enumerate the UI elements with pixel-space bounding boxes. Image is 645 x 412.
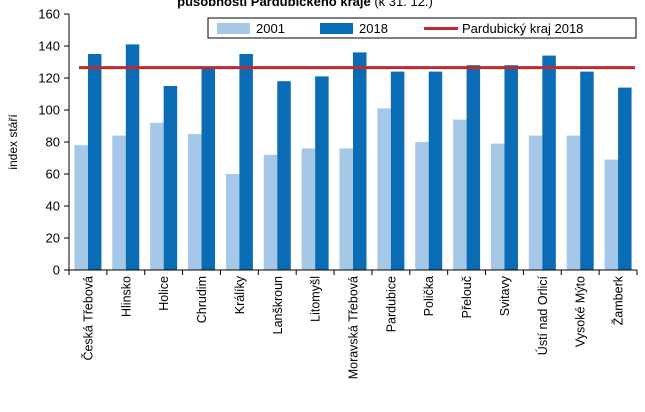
- x-tick-label: Holice: [157, 276, 171, 311]
- bar-2018: [201, 66, 216, 270]
- legend-label: Pardubický kraj 2018: [462, 21, 583, 36]
- bar-2018: [580, 71, 594, 270]
- bar-2001: [225, 174, 240, 270]
- bars: [74, 44, 632, 271]
- x-tick-label: Žamberk: [611, 275, 626, 325]
- x-tick-label: Polička: [422, 276, 436, 316]
- bar-2001: [566, 135, 581, 270]
- y-tick-label: 160: [38, 7, 60, 22]
- bar-2001: [188, 134, 202, 270]
- axes: [68, 14, 638, 275]
- x-tick-label: Lanškroun: [271, 276, 285, 334]
- legend-label: 2001: [256, 21, 285, 36]
- y-tick-label: 0: [53, 263, 60, 278]
- bar-2018: [315, 76, 329, 271]
- x-tick-label: Ústí nad Orlicí: [535, 275, 550, 355]
- y-tick-label: 80: [46, 135, 60, 150]
- x-tick-label: Chrudim: [195, 276, 209, 323]
- y-axis-ticks: 0 20 40 60 80 100 120 140 160: [38, 7, 69, 278]
- bar-2001: [490, 143, 505, 270]
- bar-2001: [263, 154, 278, 270]
- bar-2018: [618, 87, 632, 270]
- bar-2018: [87, 54, 102, 270]
- x-tick-label: Hlinsko: [119, 276, 133, 317]
- x-tick-label: Litomyšl: [309, 276, 323, 322]
- x-tick-label: Králíky: [233, 275, 247, 314]
- y-tick-label: 60: [46, 167, 60, 182]
- bar-2018: [390, 71, 405, 270]
- x-tick-label: Svitavy: [498, 275, 512, 316]
- legend-swatch: [320, 23, 353, 34]
- y-axis-label: index stáří: [6, 114, 20, 170]
- bar-2018: [277, 81, 291, 270]
- x-tick-label: Moravská Třebová: [347, 276, 361, 379]
- bar-2018: [163, 86, 178, 270]
- x-tick-label: Pardubice: [384, 276, 398, 332]
- bar-2001: [112, 135, 126, 270]
- y-tick-label: 20: [46, 231, 60, 246]
- bar-2018: [542, 55, 556, 270]
- bar-2018: [504, 65, 518, 270]
- bar-2001: [453, 119, 467, 270]
- bar-2001: [301, 148, 316, 270]
- bar-2001: [339, 148, 353, 270]
- x-tick-label: Česká Třebová: [80, 276, 95, 361]
- chart-title: působnosti Pardubického kraje (k 31. 12.…: [177, 0, 433, 9]
- bar-2018: [353, 52, 367, 271]
- bar-2001: [528, 135, 543, 270]
- legend-swatch: [217, 23, 250, 34]
- x-tick-label: Přelouč: [460, 276, 474, 318]
- y-tick-label: 40: [46, 199, 60, 214]
- bar-2018: [239, 54, 253, 270]
- bar-2001: [415, 142, 429, 270]
- y-tick-label: 140: [38, 39, 60, 54]
- chart-title-bold: působnosti Pardubického kraje: [177, 0, 371, 9]
- chart-title-suffix: (k 31. 12.): [371, 0, 433, 9]
- bar-2001: [377, 108, 391, 271]
- bar-2018: [125, 44, 140, 271]
- bar-2001: [74, 145, 88, 270]
- y-tick-label: 100: [38, 103, 60, 118]
- legend-label: 2018: [359, 21, 388, 36]
- bar-2001: [604, 159, 619, 270]
- x-tick-label: Vysoké Mýto: [574, 276, 588, 347]
- x-axis-ticks: Česká Třebová Hlinsko Holice Chrudim Králíky…: [80, 275, 625, 379]
- legend: 2001 2018 Pardubický kraj 2018: [207, 17, 637, 39]
- bar-2018: [466, 65, 481, 270]
- bar-2001: [150, 122, 164, 270]
- y-tick-label: 120: [38, 71, 60, 86]
- bar-2018: [428, 71, 443, 270]
- legend-box: [207, 17, 637, 39]
